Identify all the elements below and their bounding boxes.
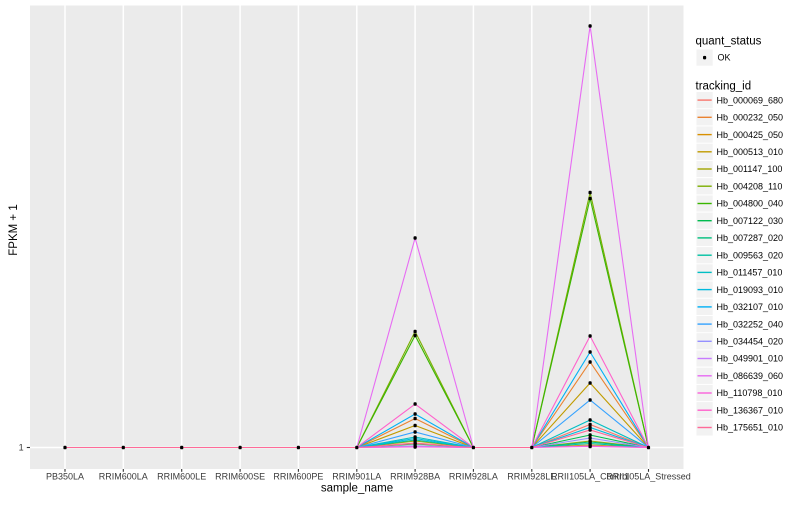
svg-text:quant_status: quant_status — [696, 36, 762, 48]
svg-text:Hb_001147_100: Hb_001147_100 — [717, 164, 783, 174]
svg-text:RRIM928LA: RRIM928LA — [449, 472, 498, 482]
svg-text:RRIM928BA: RRIM928BA — [390, 472, 440, 482]
svg-text:RRIM600LA: RRIM600LA — [99, 472, 148, 482]
svg-text:RRIM600SE: RRIM600SE — [215, 472, 265, 482]
svg-text:Hb_175651_010: Hb_175651_010 — [717, 423, 784, 433]
svg-text:Hb_004800_040: Hb_004800_040 — [717, 199, 784, 209]
svg-text:Hb_032107_010: Hb_032107_010 — [717, 302, 784, 312]
svg-text:Hb_000069_680: Hb_000069_680 — [717, 95, 784, 105]
svg-text:Hb_136367_010: Hb_136367_010 — [717, 405, 784, 415]
svg-text:OK: OK — [718, 53, 731, 63]
svg-text:Hb_000232_050: Hb_000232_050 — [717, 113, 784, 123]
svg-text:sample_name: sample_name — [321, 483, 393, 495]
svg-text:Hb_011457_010: Hb_011457_010 — [717, 268, 783, 278]
svg-text:Hb_007122_030: Hb_007122_030 — [717, 216, 784, 226]
svg-text:Hb_000513_010: Hb_000513_010 — [717, 147, 784, 157]
svg-text:1: 1 — [19, 443, 24, 453]
svg-text:Hb_110798_010: Hb_110798_010 — [717, 388, 783, 398]
svg-text:FPKM + 1: FPKM + 1 — [8, 204, 20, 255]
svg-text:PB350LA: PB350LA — [46, 472, 84, 482]
svg-text:RRIM901LA: RRIM901LA — [332, 472, 381, 482]
svg-text:RRII105LA_Control: RRII105LA_Control — [551, 472, 629, 482]
svg-text:Hb_007287_020: Hb_007287_020 — [717, 233, 784, 243]
svg-text:RRIM600PE: RRIM600PE — [273, 472, 323, 482]
svg-text:Hb_009563_020: Hb_009563_020 — [717, 250, 784, 260]
svg-text:RRIM928LE: RRIM928LE — [507, 472, 556, 482]
svg-text:Hb_086639_060: Hb_086639_060 — [717, 371, 784, 381]
svg-text:Hb_049901_010: Hb_049901_010 — [717, 354, 784, 364]
svg-text:Hb_000425_050: Hb_000425_050 — [717, 130, 784, 140]
svg-text:Hb_004208_110: Hb_004208_110 — [717, 181, 783, 191]
svg-text:tracking_id: tracking_id — [696, 81, 752, 93]
svg-text:Hb_034454_020: Hb_034454_020 — [717, 337, 784, 347]
svg-text:RRIM600LE: RRIM600LE — [157, 472, 206, 482]
svg-text:Hb_032252_040: Hb_032252_040 — [717, 319, 784, 329]
svg-text:RRII105LA_Stressed: RRII105LA_Stressed — [606, 472, 691, 482]
svg-text:Hb_019093_010: Hb_019093_010 — [717, 285, 784, 295]
